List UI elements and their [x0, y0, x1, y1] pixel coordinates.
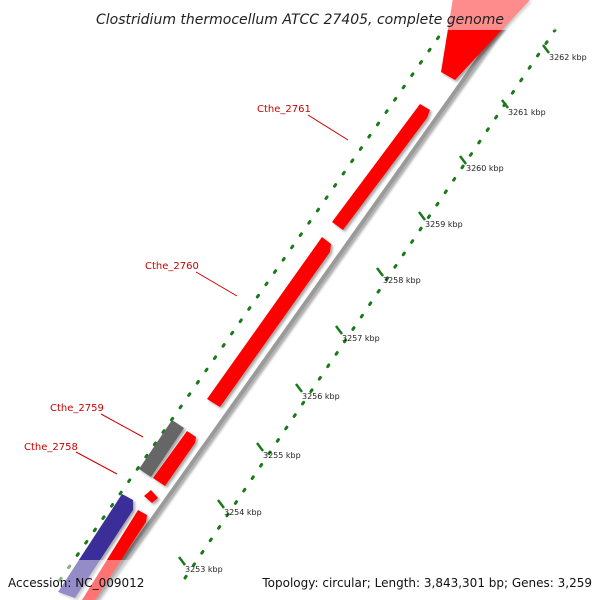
major-tick [418, 211, 426, 221]
gene-leader-line [307, 114, 349, 141]
major-tick [256, 442, 264, 452]
accession-text: Accession: NC_009012 [8, 576, 144, 590]
gene-leader-line [195, 271, 238, 297]
major-tick [335, 325, 343, 335]
tick-label: 3257 kbp [342, 334, 380, 343]
tick-label: 3256 kbp [302, 392, 340, 401]
major-tick [542, 44, 550, 54]
gene-leader-line [100, 413, 144, 438]
gene-arrow [153, 431, 196, 486]
gene-label: Cthe_2759 [50, 403, 104, 414]
gene-leader-line [75, 451, 118, 475]
gene-label: Cthe_2760 [145, 261, 199, 272]
major-tick [217, 499, 225, 509]
tick-label: 3262 kbp [549, 53, 587, 62]
tick-label: 3260 kbp [466, 164, 504, 173]
genome-backbone [93, 0, 522, 600]
tick-label: 3261 kbp [508, 108, 546, 117]
major-tick [178, 556, 186, 566]
major-tick [376, 267, 384, 277]
gene-arrow [82, 510, 147, 600]
tick-label: 3255 kbp [263, 451, 301, 460]
tick-label: 3254 kbp [224, 508, 262, 517]
gene-labels: Cthe_2758 Cthe_2759 Cthe_2760 Cthe_2761 [24, 104, 349, 475]
inner-dotted-ring [183, 28, 557, 580]
tick-marks: 3253 kbp 3254 kbp 3255 kbp 3256 kbp 3257 kbp… [178, 44, 587, 574]
map-title: Clostridium thermocellum ATCC 27405, com… [96, 12, 504, 28]
gene-arrow [332, 104, 430, 230]
tick-label: 3258 kbp [383, 276, 421, 285]
fade-bottom-left [40, 560, 160, 600]
gene-features [58, 0, 530, 600]
gene-arrow [207, 237, 331, 407]
fade-top-right [440, 0, 600, 30]
gene-label: Cthe_2758 [24, 442, 78, 453]
tick-label: 3253 kbp [185, 565, 223, 574]
gene-arrow [139, 420, 184, 477]
major-tick [295, 383, 303, 393]
gene-label: Cthe_2761 [257, 104, 311, 115]
outer-dotted-ring [58, 33, 442, 582]
gene-arrow [144, 490, 158, 503]
genome-summary-text: Topology: circular; Length: 3,843,301 bp… [261, 576, 592, 590]
tick-label: 3259 kbp [425, 220, 463, 229]
major-tick [501, 99, 509, 109]
gene-arrow [58, 494, 133, 598]
major-tick [459, 155, 467, 165]
